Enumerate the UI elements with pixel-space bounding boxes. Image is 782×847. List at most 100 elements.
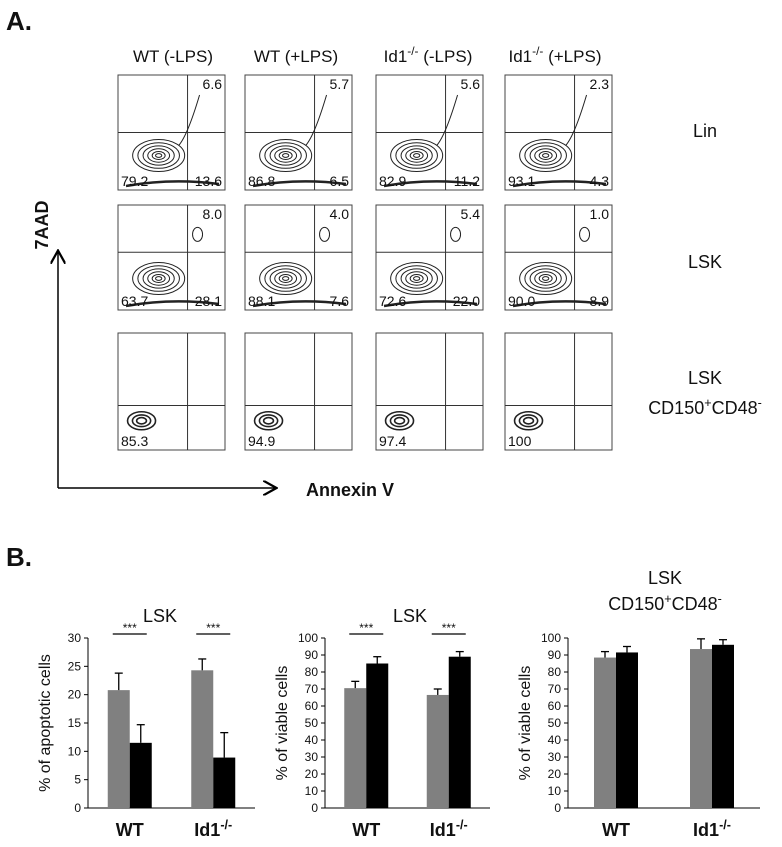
y-tick-label: 90 bbox=[305, 648, 319, 662]
x-tick-label-part: WT bbox=[352, 820, 380, 840]
y-tick-label: 10 bbox=[548, 784, 562, 798]
contours bbox=[125, 226, 220, 308]
column-header-part: Id1 bbox=[384, 47, 408, 66]
contour bbox=[151, 151, 166, 160]
contour bbox=[512, 300, 607, 308]
row-label: LSK bbox=[688, 368, 722, 388]
significance-label: *** bbox=[442, 621, 456, 635]
quadrant-value: 7.6 bbox=[330, 293, 350, 309]
y-tick-label: 70 bbox=[305, 682, 319, 696]
contour bbox=[400, 268, 433, 289]
contours bbox=[253, 410, 284, 431]
quadrant-value: 63.7 bbox=[121, 293, 148, 309]
y-axis-label: % of apoptotic cells bbox=[37, 654, 54, 792]
y-tick-label: 50 bbox=[305, 716, 319, 730]
contours bbox=[252, 94, 347, 188]
contour bbox=[305, 94, 328, 146]
y-tick-label: 100 bbox=[298, 631, 318, 645]
contour bbox=[132, 139, 186, 172]
contour bbox=[259, 262, 313, 295]
contour bbox=[126, 410, 157, 431]
contour bbox=[405, 148, 429, 163]
bar bbox=[191, 670, 214, 808]
x-tick-label-part: -/- bbox=[456, 818, 468, 832]
quadrant-value: 4.0 bbox=[330, 206, 350, 222]
contour bbox=[518, 414, 539, 428]
chart-title-part: - bbox=[718, 592, 722, 606]
quadrant-value: 5.7 bbox=[330, 76, 350, 92]
contour bbox=[262, 416, 275, 425]
column-header: Id1-/- (-LPS) bbox=[384, 44, 473, 66]
contour bbox=[142, 268, 175, 289]
y-tick-label: 30 bbox=[68, 631, 82, 645]
y-tick-label: 100 bbox=[541, 631, 561, 645]
quadrant-value: 13.6 bbox=[195, 173, 222, 189]
quadrant-value: 94.9 bbox=[248, 433, 275, 449]
chart-title-part: LSK bbox=[648, 568, 682, 588]
x-tick-label-part: Id1 bbox=[194, 820, 220, 840]
panel-label: B. bbox=[6, 542, 32, 572]
contour bbox=[409, 274, 424, 283]
contour bbox=[534, 271, 558, 286]
contour bbox=[436, 94, 459, 146]
contour bbox=[253, 410, 284, 431]
chart-title: LSK bbox=[143, 606, 177, 626]
y-tick-label: 40 bbox=[305, 733, 319, 747]
quadrant-value: 11.2 bbox=[454, 173, 480, 189]
bar bbox=[213, 757, 236, 808]
contour bbox=[400, 145, 433, 166]
bar bbox=[448, 656, 471, 808]
contour bbox=[409, 151, 424, 160]
contours bbox=[252, 226, 347, 308]
x-tick-label-part: WT bbox=[116, 820, 144, 840]
quadrant-value: 100 bbox=[508, 433, 532, 449]
contour bbox=[413, 153, 421, 158]
quadrant-value: 6.5 bbox=[330, 173, 350, 189]
contour bbox=[450, 226, 462, 242]
y-tick-label: 90 bbox=[548, 648, 562, 662]
contour bbox=[524, 265, 567, 292]
contour bbox=[413, 276, 421, 281]
y-tick-label: 70 bbox=[548, 682, 562, 696]
y-axis-label: % of viable cells bbox=[517, 666, 534, 781]
contour bbox=[258, 414, 279, 428]
y-tick-label: 20 bbox=[548, 767, 562, 781]
x-tick-label-part: -/- bbox=[719, 818, 731, 832]
x-tick-label: Id1-/- bbox=[194, 818, 232, 840]
x-tick-label: Id1-/- bbox=[430, 818, 468, 840]
contour bbox=[132, 262, 186, 295]
y-tick-label: 15 bbox=[68, 716, 82, 730]
chart-title-part: LSK bbox=[393, 606, 427, 626]
contour bbox=[155, 276, 163, 281]
bar bbox=[690, 649, 712, 808]
quadrant-value: 85.3 bbox=[121, 433, 148, 449]
quadrant-value: 8.0 bbox=[203, 206, 223, 222]
quadrant-value: 28.1 bbox=[195, 293, 222, 309]
quadrant-value: 6.6 bbox=[203, 76, 223, 92]
bar bbox=[107, 690, 130, 808]
x-tick-label: WT bbox=[352, 820, 380, 840]
contour bbox=[390, 262, 444, 295]
quadrant-value: 88.1 bbox=[248, 293, 275, 309]
contour bbox=[390, 139, 444, 172]
y-tick-label: 30 bbox=[305, 750, 319, 764]
chart-title-part: CD150 bbox=[608, 594, 664, 614]
x-tick-label-part: WT bbox=[602, 820, 630, 840]
contour bbox=[269, 145, 302, 166]
contour bbox=[405, 271, 429, 286]
x-tick-label: WT bbox=[602, 820, 630, 840]
x-tick-label-part: -/- bbox=[220, 818, 232, 832]
y-tick-label: 20 bbox=[68, 688, 82, 702]
quadrant-value: 8.9 bbox=[590, 293, 610, 309]
significance-label: *** bbox=[123, 621, 137, 635]
y-tick-label: 10 bbox=[68, 744, 82, 758]
contours bbox=[125, 94, 220, 188]
contour bbox=[269, 268, 302, 289]
quadrant-value: 93.1 bbox=[508, 173, 535, 189]
chart-title-part: LSK bbox=[143, 606, 177, 626]
column-header-part: -/- bbox=[532, 44, 543, 58]
contour bbox=[274, 271, 298, 286]
contour bbox=[264, 142, 307, 169]
y-tick-label: 5 bbox=[74, 773, 81, 787]
